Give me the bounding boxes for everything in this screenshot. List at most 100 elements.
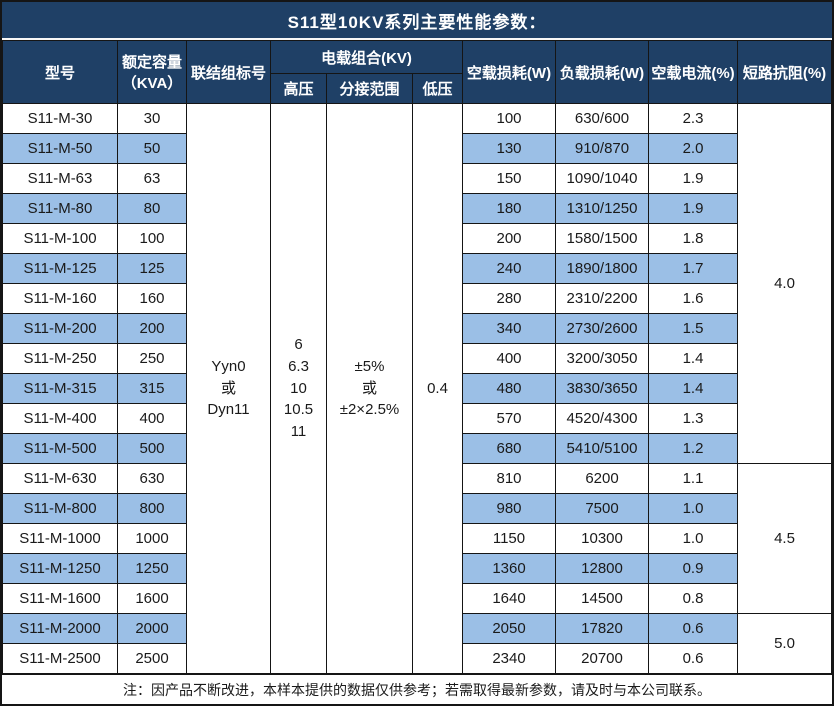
cell-capacity: 80 [117,193,187,224]
table-row: S11-M-30 30 Yyn0 或 Dyn11 6 6.3 10 10.5 11 ±5… [2,103,832,674]
cell-model: S11-M-80 [2,193,118,224]
cell-impedance: 4.5 [737,463,832,614]
cell-no-load-loss: 240 [462,253,556,284]
cell-model: S11-M-50 [2,133,118,164]
table-row: S11-M-1250 1250 1360 12800 0.9 [2,553,832,584]
cell-no-load-loss: 980 [462,493,556,524]
cell-no-load-current: 1.2 [648,433,738,464]
cell-no-load-current: 1.0 [648,523,738,554]
cell-model: S11-M-1000 [2,523,118,554]
cell-no-load-current: 0.9 [648,553,738,584]
cell-no-load-loss: 680 [462,433,556,464]
cell-capacity: 1600 [117,583,187,614]
cell-no-load-loss: 130 [462,133,556,164]
cell-capacity: 200 [117,313,187,344]
cell-lv-voltage: 0.4 [412,103,463,674]
table-row: S11-M-2000 2000 2050 17820 0.6 5.0 [2,613,832,674]
cell-no-load-current: 1.7 [648,253,738,284]
parameters-table: 型号 额定容量 （KVA） 联结组标号 电载组合(KV) 空载损耗(W) 负载损… [2,40,832,674]
cell-no-load-current: 0.6 [648,643,738,674]
column-header-capacity: 额定容量 （KVA） [117,40,187,104]
cell-load-loss: 1310/1250 [555,193,649,224]
cell-no-load-current: 0.6 [648,613,738,644]
cell-capacity: 63 [117,163,187,194]
cell-model: S11-M-125 [2,253,118,284]
cell-capacity: 250 [117,343,187,374]
cell-capacity: 315 [117,373,187,404]
cell-no-load-loss: 1360 [462,553,556,584]
cell-no-load-loss: 1640 [462,583,556,614]
cell-load-loss: 3830/3650 [555,373,649,404]
cell-model: S11-M-500 [2,433,118,464]
table-row: S11-M-400 400 570 4520/4300 1.3 [2,403,832,434]
cell-no-load-loss: 280 [462,283,556,314]
cell-model: S11-M-63 [2,163,118,194]
cell-capacity: 30 [117,103,187,134]
cell-capacity: 125 [117,253,187,284]
cell-no-load-loss: 480 [462,373,556,404]
cell-load-loss: 12800 [555,553,649,584]
cell-no-load-loss: 400 [462,343,556,374]
cell-model: S11-M-100 [2,223,118,254]
cell-connection-group: Yyn0 或 Dyn11 [186,103,271,674]
cell-load-loss: 10300 [555,523,649,554]
cell-tap-range: ±5% 或 ±2×2.5% [326,103,413,674]
cell-no-load-loss: 2050 [462,613,556,644]
cell-model: S11-M-250 [2,343,118,374]
cell-load-loss: 7500 [555,493,649,524]
column-header-no-load-current: 空载电流(%) [648,40,738,104]
cell-no-load-loss: 200 [462,223,556,254]
table-row: S11-M-50 50 130 910/870 2.0 [2,133,832,164]
cell-load-loss: 20700 [555,643,649,674]
cell-no-load-current: 2.3 [648,103,738,134]
table-row: S11-M-100 100 200 1580/1500 1.8 [2,223,832,254]
table-header: 型号 额定容量 （KVA） 联结组标号 电载组合(KV) 空载损耗(W) 负载损… [2,40,832,104]
table-body: S11-M-30 30 Yyn0 或 Dyn11 6 6.3 10 10.5 11 ±5… [2,103,832,674]
cell-model: S11-M-2500 [2,643,118,674]
column-header-load-combo: 电载组合(KV) [270,40,463,74]
table-row: S11-M-63 63 150 1090/1040 1.9 [2,163,832,194]
cell-load-loss: 1580/1500 [555,223,649,254]
cell-load-loss: 1090/1040 [555,163,649,194]
table-row: S11-M-800 800 980 7500 1.0 [2,493,832,524]
cell-capacity: 630 [117,463,187,494]
cell-load-loss: 1890/1800 [555,253,649,284]
column-header-connection-group: 联结组标号 [186,40,271,104]
cell-load-loss: 2730/2600 [555,313,649,344]
cell-no-load-current: 1.9 [648,193,738,224]
cell-load-loss: 4520/4300 [555,403,649,434]
table-row: S11-M-250 250 400 3200/3050 1.4 [2,343,832,374]
column-header-tap-range: 分接范围 [326,73,413,104]
cell-model: S11-M-630 [2,463,118,494]
cell-no-load-current: 1.9 [648,163,738,194]
cell-load-loss: 630/600 [555,103,649,134]
cell-no-load-current: 1.1 [648,463,738,494]
cell-no-load-current: 1.4 [648,343,738,374]
cell-no-load-loss: 570 [462,403,556,434]
table-row: S11-M-2500 2500 2340 20700 0.6 [2,643,832,674]
cell-load-loss: 14500 [555,583,649,614]
cell-capacity: 50 [117,133,187,164]
column-header-lv: 低压 [412,73,463,104]
cell-impedance: 5.0 [737,613,832,674]
cell-capacity: 1250 [117,553,187,584]
column-header-hv: 高压 [270,73,327,104]
table-row: S11-M-125 125 240 1890/1800 1.7 [2,253,832,284]
table-row: S11-M-500 500 680 5410/5100 1.2 [2,433,832,464]
cell-model: S11-M-200 [2,313,118,344]
column-header-impedance: 短路抗阻(%) [737,40,832,104]
cell-no-load-current: 1.4 [648,373,738,404]
column-header-model: 型号 [2,40,118,104]
cell-capacity: 800 [117,493,187,524]
column-header-no-load-loss: 空载损耗(W) [462,40,556,104]
cell-no-load-current: 1.3 [648,403,738,434]
cell-load-loss: 2310/2200 [555,283,649,314]
cell-no-load-loss: 1150 [462,523,556,554]
cell-no-load-current: 2.0 [648,133,738,164]
footer-note: 注：因产品不断改进，本样本提供的数据仅供参考；若需取得最新参数，请及时与本公司联… [2,674,832,704]
cell-model: S11-M-1250 [2,553,118,584]
cell-no-load-current: 1.6 [648,283,738,314]
cell-hv-voltages: 6 6.3 10 10.5 11 [270,103,327,674]
table-row: S11-M-160 160 280 2310/2200 1.6 [2,283,832,314]
cell-load-loss: 17820 [555,613,649,644]
